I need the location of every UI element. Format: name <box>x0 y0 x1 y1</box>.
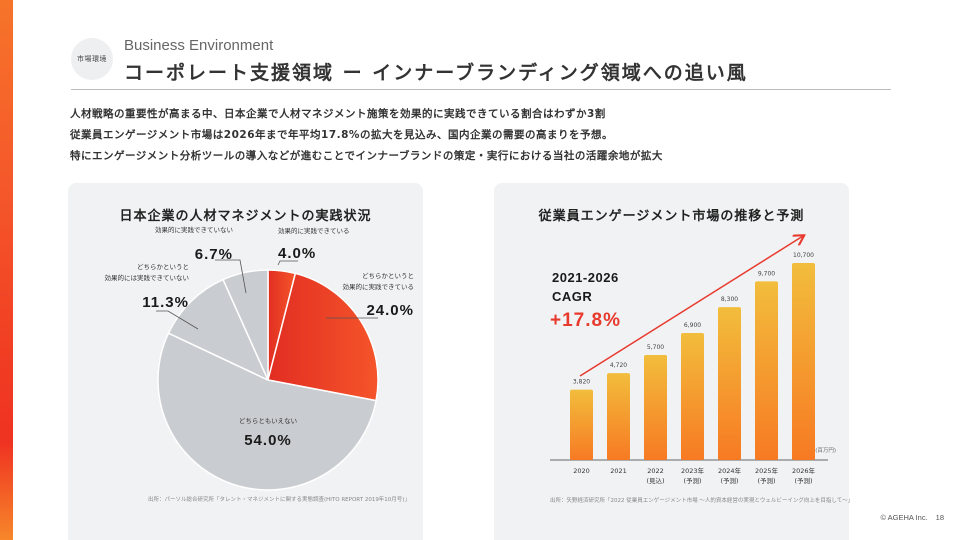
intro-line: 特にエンゲージメント分析ツールの導入などが進むことでインナーブランドの策定・実行… <box>70 150 663 162</box>
bar <box>644 355 667 460</box>
bar <box>755 281 778 460</box>
bar-value-label: 10,700 <box>793 252 814 259</box>
pie-slice-label: どちらともいえない <box>239 417 297 425</box>
accent-sidebar-bar <box>0 0 13 540</box>
pie-slice <box>157 332 377 491</box>
section-badge-label: 市場環境 <box>77 55 107 63</box>
x-tick-label: 2025年 <box>755 466 779 475</box>
x-tick-label: 2023年 <box>681 466 705 475</box>
page-eyebrow: Business Environment <box>124 37 274 54</box>
x-tick-label: 2020 <box>573 467 590 475</box>
x-tick-label: 2024年 <box>718 466 742 475</box>
bar-value-label: 8,300 <box>721 296 738 303</box>
x-tick-label: 2026年 <box>792 466 816 475</box>
pie-chart-title: 日本企業の人材マネジメントの実践状況 <box>119 209 372 224</box>
cagr-value: +17.8% <box>550 310 621 331</box>
pie-slice-value: 54.0% <box>244 432 292 449</box>
pie-leader-line <box>156 310 199 330</box>
x-tick-label: 2021 <box>610 467 627 475</box>
pie-slice-value: 4.0% <box>278 245 316 262</box>
copyright: © AGEHA Inc. <box>880 513 928 522</box>
bar-chart-source: 出所：矢野経済研究所「2022 従業員エンゲージメント市場 ～人的資本経営の実現… <box>550 498 854 504</box>
pie-leader-line <box>215 259 247 294</box>
unit-label: (百万円) <box>815 447 836 454</box>
bar <box>607 373 630 460</box>
page-number: 18 <box>935 513 944 522</box>
x-tick-label: 2022 <box>647 467 664 475</box>
pie-slice <box>167 278 270 382</box>
pie-slice-label: 効果的には実践できていない <box>105 273 190 282</box>
intro-text: 人材戦略の重要性が高まる中、日本企業で人材マネジメント施策を効果的に実践できてい… <box>70 104 663 167</box>
bar-value-label: 3,820 <box>573 379 590 386</box>
bar-value-label: 5,700 <box>647 344 664 351</box>
pie-slice <box>267 272 379 402</box>
x-tick-label: (予測) <box>683 476 701 485</box>
bar-value-label: 4,720 <box>610 362 627 369</box>
cagr-label: 2021-2026 <box>552 270 619 285</box>
intro-line: 従業員エンゲージメント市場は2026年まで年平均17.8%の拡大を見込み、国内企… <box>70 129 613 141</box>
pie-slice-value: 6.7% <box>195 246 233 263</box>
bar-chart-panel: 従業員エンゲージメント市場の推移と予測 3,820 2020 4,720 2021 5,… <box>494 183 853 540</box>
pie-chart: 効果的に実践できている4.0%どちらかというと効果的に実践できている24.0%ど… <box>105 225 415 491</box>
bar <box>792 263 815 460</box>
cagr-label: CAGR <box>552 289 592 304</box>
pie-slice <box>222 269 269 381</box>
bar-value-label: 6,900 <box>684 322 701 329</box>
intro-line: 人材戦略の重要性が高まる中、日本企業で人材マネジメント施策を効果的に実践できてい… <box>70 108 606 120</box>
pie-slice-label: 効果的に実践できている <box>343 282 415 291</box>
pie-slice-label: 効果的に実践できていない <box>155 225 233 234</box>
pie-slice-value: 24.0% <box>366 302 414 319</box>
x-tick-label: (予測) <box>720 476 738 485</box>
bar-value-label: 9,700 <box>758 270 775 277</box>
bar <box>718 307 741 460</box>
trend-arrow <box>579 236 803 377</box>
pie-slice-label: 効果的に実践できている <box>278 226 350 235</box>
pie-chart-source: 出所：パーソル総合研究所「タレント・マネジメントに関する実態調査(HITO RE… <box>148 497 410 503</box>
pie-slice-label: どちらかというと <box>362 272 414 280</box>
pie-slice-label: どちらかというと <box>137 263 189 271</box>
bar-chart: 3,820 2020 4,720 2021 5,700 2022(見込) 6,900 2023… <box>550 183 836 485</box>
bar-chart-title: 従業員エンゲージメント市場の推移と予測 <box>538 209 805 224</box>
section-badge: 市場環境 <box>71 38 113 80</box>
x-tick-label: (予測) <box>757 476 775 485</box>
pie-slice-value: 11.3% <box>142 294 189 311</box>
x-tick-label: (見込) <box>646 476 664 485</box>
x-tick-label: (予測) <box>794 476 812 485</box>
bar <box>681 332 704 460</box>
page-title: コーポレート支援領域 ー インナーブランディング領域への追い風 <box>124 62 748 84</box>
footer: © AGEHA Inc. 18 <box>872 513 944 522</box>
pie-chart-panel: 日本企業の人材マネジメントの実践状況 効果的に実践できている 4.0% どちらかとい… <box>68 183 423 540</box>
bar <box>570 389 593 460</box>
pie-leader-line <box>277 260 298 266</box>
title-divider <box>71 89 891 90</box>
